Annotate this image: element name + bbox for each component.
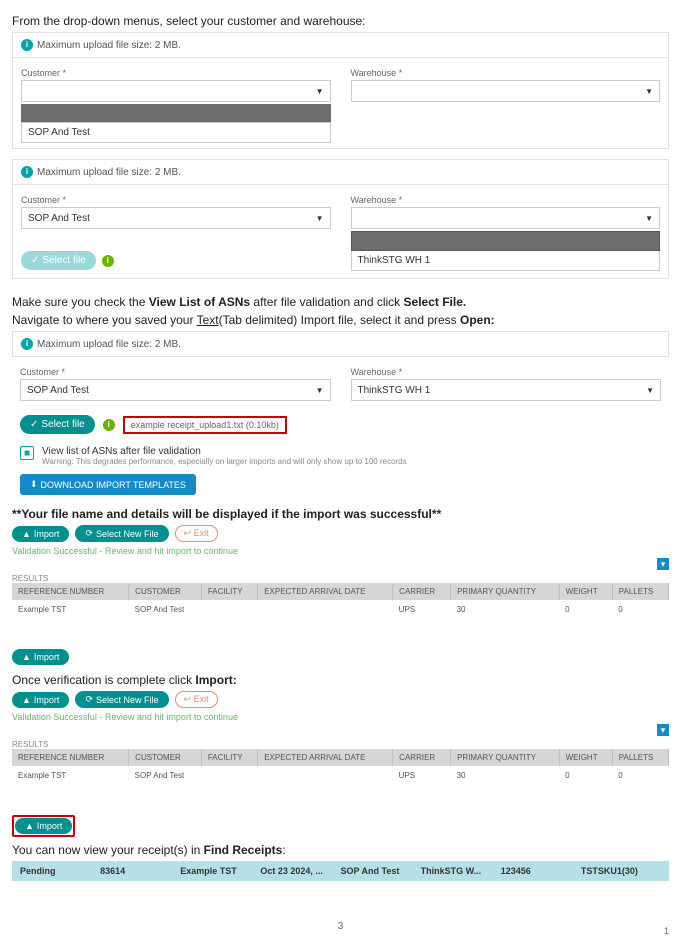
- caret-icon: ▼: [645, 214, 653, 223]
- view-list-warning: Warning: This degrades performance, espe…: [42, 457, 407, 466]
- expand-icon[interactable]: ▾: [657, 558, 669, 570]
- customer-dropdown-filled[interactable]: SOP And Test▼: [20, 379, 331, 401]
- info-icon: i: [102, 255, 114, 267]
- import-button[interactable]: ▲ Import: [12, 692, 69, 708]
- table-row: Example TSTSOP And Test UPS3000: [12, 600, 669, 619]
- info-bar-3: i Maximum upload file size: 2 MB.: [12, 331, 669, 357]
- expand-icon[interactable]: ▾: [657, 724, 669, 736]
- customer-label: Customer *: [20, 367, 331, 377]
- th-pallets: PALLETS: [612, 583, 668, 600]
- page-corner: 1: [664, 926, 669, 936]
- upload-icon: ▲: [22, 529, 31, 539]
- instruction-3b: Navigate to where you saved your Text(Ta…: [12, 313, 669, 327]
- dropdown-highlight: [351, 231, 661, 251]
- dropdown-option-wh[interactable]: ThinkSTG WH 1: [351, 251, 661, 271]
- validation-message: Validation Successful - Review and hit i…: [12, 712, 669, 722]
- customer-label: Customer *: [21, 68, 331, 78]
- dropdown-highlight: [21, 104, 331, 122]
- th-facility: FACILITY: [201, 583, 257, 600]
- refresh-icon: ⟳: [85, 528, 93, 539]
- warehouse-dropdown-open[interactable]: ▼: [351, 207, 661, 229]
- instruction-6: You can now view your receipt(s) in Find…: [12, 843, 669, 857]
- warehouse-label: Warehouse *: [351, 68, 661, 78]
- upload-icon: ▲: [22, 652, 31, 662]
- instruction-1: From the drop-down menus, select your cu…: [12, 14, 669, 28]
- caret-icon: ▼: [316, 87, 324, 96]
- exit-icon: ↩: [184, 528, 192, 538]
- select-file-button[interactable]: ✓ Select file: [20, 415, 95, 434]
- info-icon: i: [21, 166, 33, 178]
- max-upload-text: Maximum upload file size: 2 MB.: [37, 167, 181, 178]
- check-icon: ✓: [31, 255, 39, 266]
- success-heading: **Your file name and details will be dis…: [12, 507, 669, 521]
- upload-icon: ▲: [22, 695, 31, 705]
- import-button-final[interactable]: ▲ Import: [15, 818, 72, 834]
- info-icon: i: [21, 338, 33, 350]
- check-icon: ✓: [30, 419, 38, 430]
- results-table: REFERENCE NUMBER CUSTOMER FACILITY EXPEC…: [12, 583, 669, 619]
- info-icon: i: [103, 419, 115, 431]
- th-carrier: CARRIER: [393, 583, 451, 600]
- customer-dropdown-filled[interactable]: SOP And Test ▼: [21, 207, 331, 229]
- warehouse-label: Warehouse *: [351, 195, 661, 205]
- caret-icon: ▼: [316, 214, 324, 223]
- import-button-highlighted: ▲ Import: [12, 815, 75, 837]
- exit-button[interactable]: ↩ Exit: [175, 691, 218, 708]
- info-bar-2: i Maximum upload file size: 2 MB.: [12, 159, 669, 185]
- info-icon: i: [21, 39, 33, 51]
- refresh-icon: ⟳: [85, 694, 93, 705]
- results-table-2: REFERENCE NUMBERCUSTOMERFACILITYEXPECTED…: [12, 749, 669, 785]
- instruction-3a: Make sure you check the View List of ASN…: [12, 295, 669, 309]
- select-new-file-button[interactable]: ⟳ Select New File: [75, 691, 168, 708]
- th-weight: WEIGHT: [559, 583, 612, 600]
- upload-icon: ▲: [25, 821, 34, 831]
- import-button-standalone[interactable]: ▲ Import: [12, 649, 69, 665]
- dropdown-option-sop[interactable]: SOP And Test: [21, 122, 331, 143]
- view-list-checkbox[interactable]: ■: [20, 446, 34, 460]
- customer-value: SOP And Test: [28, 213, 90, 224]
- uploaded-filename: example receipt_upload1.txt (0.10kb): [123, 416, 287, 434]
- max-upload-text: Maximum upload file size: 2 MB.: [37, 40, 181, 51]
- th-arrival: EXPECTED ARRIVAL DATE: [258, 583, 393, 600]
- info-bar-1: i Maximum upload file size: 2 MB.: [12, 32, 669, 58]
- caret-icon: ▼: [645, 87, 653, 96]
- download-icon: ⬇: [30, 479, 38, 490]
- validation-message: Validation Successful - Review and hit i…: [12, 546, 669, 556]
- exit-icon: ↩: [184, 694, 192, 704]
- receipt-row: Pending 83614 Example TST Oct 23 2024, .…: [12, 861, 669, 881]
- warehouse-dropdown[interactable]: ▼: [351, 80, 661, 102]
- download-templates-button[interactable]: ⬇ DOWNLOAD IMPORT TEMPLATES: [20, 474, 196, 495]
- select-file-button-disabled: ✓ Select file: [21, 251, 96, 270]
- results-label: RESULTS: [12, 574, 669, 583]
- table-row: Example TSTSOP And Test UPS3000: [12, 766, 669, 785]
- results-label: RESULTS: [12, 740, 669, 749]
- caret-icon: ▼: [646, 386, 654, 395]
- select-new-file-button[interactable]: ⟳ Select New File: [75, 525, 168, 542]
- warehouse-dropdown-filled[interactable]: ThinkSTG WH 1▼: [351, 379, 662, 401]
- caret-icon: ▼: [316, 386, 324, 395]
- instruction-5: Once verification is complete click Impo…: [12, 673, 669, 687]
- warehouse-label: Warehouse *: [351, 367, 662, 377]
- exit-button[interactable]: ↩ Exit: [175, 525, 218, 542]
- customer-label: Customer *: [21, 195, 331, 205]
- max-upload-text: Maximum upload file size: 2 MB.: [37, 339, 181, 350]
- th-ref: REFERENCE NUMBER: [12, 583, 129, 600]
- import-button[interactable]: ▲ Import: [12, 526, 69, 542]
- th-customer: CUSTOMER: [129, 583, 202, 600]
- customer-dropdown[interactable]: ▼: [21, 80, 331, 102]
- page-number: 3: [338, 921, 344, 932]
- th-qty: PRIMARY QUANTITY: [451, 583, 560, 600]
- view-list-label: View list of ASNs after file validation: [42, 446, 407, 457]
